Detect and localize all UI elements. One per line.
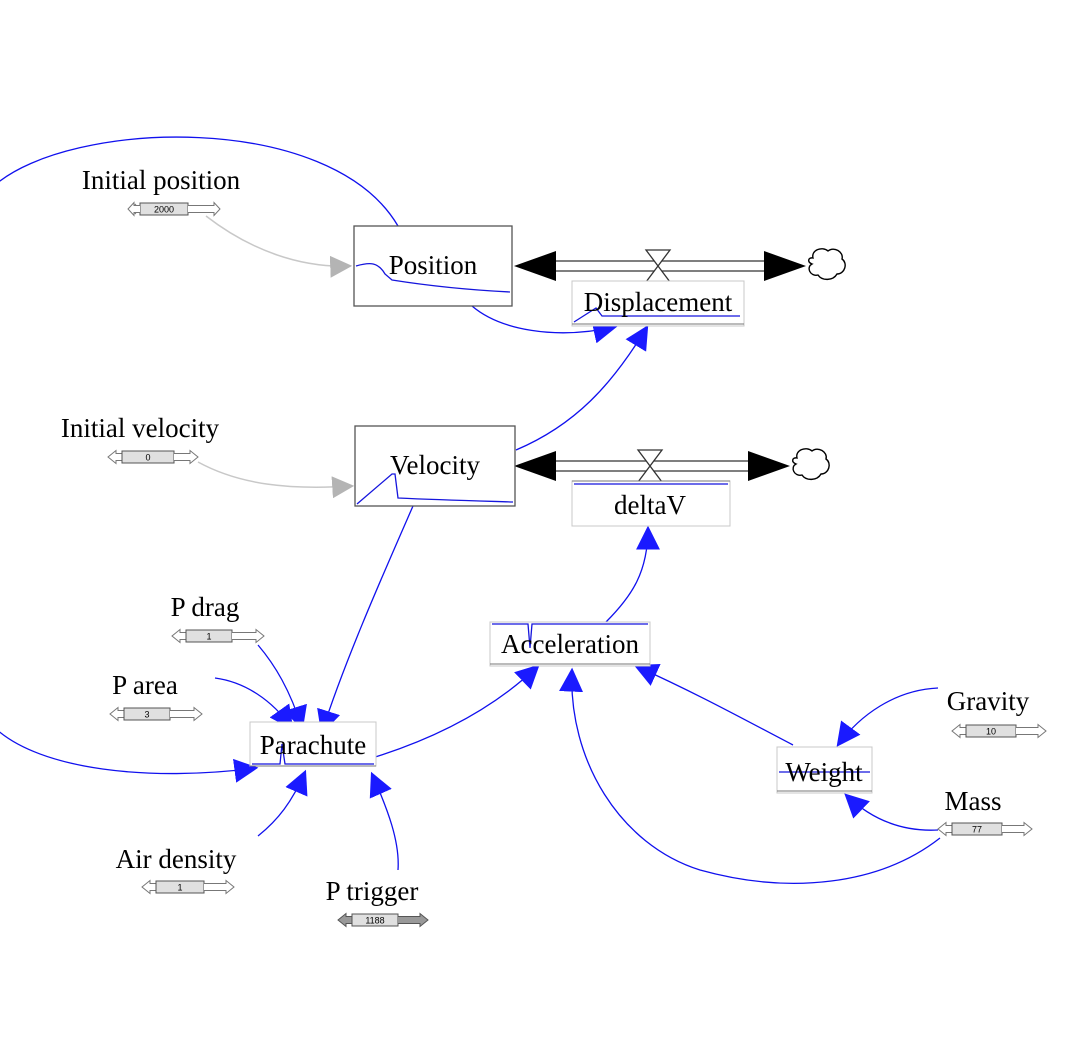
constant-p-drag[interactable]: P drag 1 — [171, 592, 265, 644]
cloud-sink-icon — [792, 448, 830, 481]
value-slider[interactable]: 1 — [141, 879, 235, 895]
slider-value: 1188 — [365, 916, 384, 926]
flow-arrow-right — [764, 251, 806, 281]
link-mass-to-weight — [844, 793, 939, 831]
value-slider[interactable]: 2000 — [127, 201, 221, 217]
flow-label: Displacement — [584, 287, 733, 317]
link-mass-to-acceleration — [559, 667, 941, 884]
aux-label: Weight — [785, 757, 863, 787]
constant-label: Gravity — [947, 686, 1030, 716]
flow-displacement[interactable]: Displacement — [571, 280, 745, 327]
link-ptrigger-to-parachute — [369, 771, 399, 871]
stock-velocity[interactable]: Velocity — [354, 425, 516, 507]
value-slider[interactable]: 3 — [109, 706, 203, 722]
link-pdrag-to-parachute — [257, 644, 307, 731]
constant-initial-velocity[interactable]: Initial velocity 0 — [61, 413, 220, 465]
causal-links — [0, 136, 941, 884]
link-parea-to-parachute — [214, 677, 294, 730]
constant-label: Mass — [944, 786, 1001, 816]
valve-icon — [644, 249, 672, 283]
constant-label: P drag — [171, 592, 240, 622]
value-slider[interactable]: 0 — [107, 449, 199, 465]
stock-label: Position — [389, 250, 478, 280]
link-loop-to-parachute — [0, 731, 259, 783]
flow-arrow-right — [748, 451, 790, 481]
sparkline — [573, 307, 740, 323]
sparkline — [252, 743, 374, 765]
constant-initial-position[interactable]: Initial position 2000 — [82, 165, 241, 217]
constant-label: P area — [112, 670, 178, 700]
flow-arrow-left — [514, 451, 556, 481]
flow-displacement-pipe — [514, 248, 846, 283]
slider-value: 1 — [206, 632, 211, 642]
constant-p-trigger[interactable]: P trigger 1188 — [326, 876, 429, 928]
aux-parachute[interactable]: Parachute — [249, 721, 377, 767]
constant-mass[interactable]: Mass 77 — [937, 786, 1033, 837]
slider-value: 1 — [177, 883, 182, 893]
sparkline — [492, 623, 648, 649]
link-position-to-displacement — [471, 305, 618, 344]
constant-label: Initial velocity — [61, 413, 220, 443]
value-slider[interactable]: 77 — [937, 821, 1033, 837]
flow-deltav[interactable]: deltaV — [571, 480, 731, 527]
aux-label: Acceleration — [501, 629, 639, 659]
link-initial-position-to-position — [205, 215, 353, 278]
constant-label: Initial position — [82, 165, 241, 195]
constant-label: P trigger — [326, 876, 419, 906]
link-airdensity-to-parachute — [257, 769, 308, 837]
flow-arrow-left — [514, 251, 556, 281]
link-gravity-to-weight — [836, 687, 939, 747]
slider-value: 2000 — [154, 205, 174, 215]
link-velocity-to-parachute — [317, 505, 414, 735]
constant-air-density[interactable]: Air density 1 — [116, 844, 237, 895]
constant-p-area[interactable]: P area 3 — [109, 670, 203, 722]
link-weight-to-acceleration — [633, 663, 794, 746]
valve-icon — [636, 449, 664, 483]
link-initial-velocity-to-velocity — [197, 461, 355, 499]
flow-label: deltaV — [614, 490, 686, 520]
stock-position[interactable]: Position — [353, 225, 513, 307]
link-velocity-to-displacement — [515, 324, 649, 451]
sparkline — [356, 473, 514, 505]
slider-value: 10 — [986, 727, 996, 737]
constant-label: Air density — [116, 844, 237, 874]
value-slider[interactable]: 1 — [171, 628, 265, 644]
link-parachute-to-acceleration — [371, 664, 540, 759]
value-slider[interactable]: 1188 — [337, 912, 429, 928]
stock-label: Velocity — [390, 450, 480, 480]
aux-weight[interactable]: Weight — [776, 746, 873, 794]
link-acceleration-to-deltav — [605, 525, 660, 623]
value-slider[interactable]: 10 — [951, 723, 1047, 739]
cloud-sink-icon — [808, 248, 846, 281]
flow-deltav-pipe — [514, 448, 830, 483]
slider-value: 77 — [972, 825, 982, 835]
slider-value: 3 — [144, 710, 149, 720]
constant-gravity[interactable]: Gravity 10 — [947, 686, 1047, 739]
link-position-loop — [0, 136, 399, 227]
sparkline — [355, 262, 511, 293]
aux-label: Parachute — [260, 730, 366, 760]
slider-value: 0 — [145, 453, 150, 463]
aux-acceleration[interactable]: Acceleration — [489, 621, 651, 667]
